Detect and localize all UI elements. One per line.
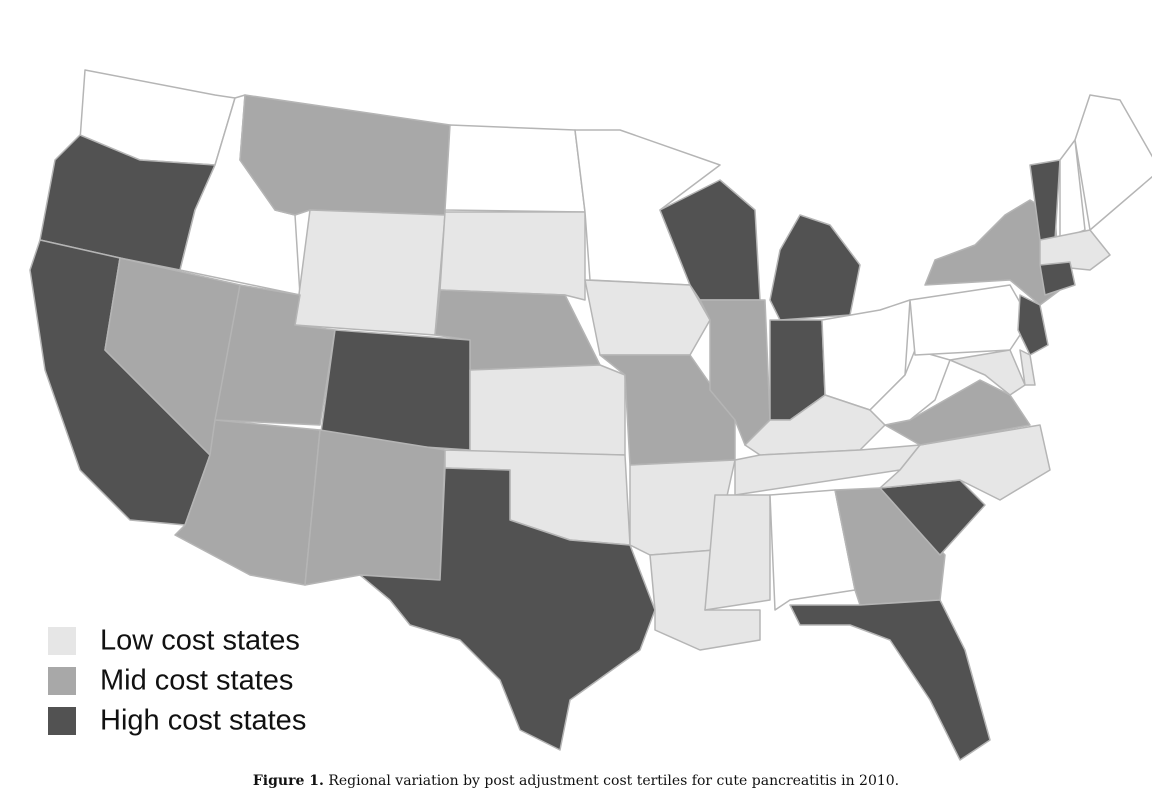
state — [869, 349, 951, 426]
caption-label: Figure 1. — [253, 773, 324, 789]
us-map — [29, 69, 1152, 761]
legend: Low cost states Mid cost states High cos… — [48, 625, 306, 737]
state — [1039, 261, 1076, 296]
state — [1017, 294, 1049, 356]
legend-swatch — [48, 707, 76, 735]
state — [789, 599, 991, 761]
state — [304, 429, 446, 586]
state — [584, 279, 711, 356]
state — [704, 494, 771, 611]
state — [319, 329, 471, 451]
state — [359, 467, 656, 751]
state — [699, 299, 771, 446]
state — [1074, 94, 1152, 231]
state — [239, 94, 451, 216]
state — [769, 489, 856, 611]
caption-text: Regional variation by post adjustment co… — [328, 773, 899, 789]
state — [1059, 139, 1086, 241]
state — [909, 284, 1031, 356]
state — [1019, 349, 1036, 386]
state — [769, 214, 861, 321]
state — [1039, 229, 1111, 271]
caption: Figure 1. Regional variation by post adj… — [253, 773, 899, 789]
legend-label: Low cost states — [100, 625, 300, 657]
state — [444, 124, 586, 213]
legend-label: High cost states — [100, 705, 306, 737]
state — [949, 349, 1026, 396]
state — [469, 364, 626, 456]
legend-label: Mid cost states — [100, 665, 293, 697]
state — [439, 211, 586, 301]
legend-swatch — [48, 667, 76, 695]
state — [294, 209, 446, 336]
legend-swatch — [48, 627, 76, 655]
